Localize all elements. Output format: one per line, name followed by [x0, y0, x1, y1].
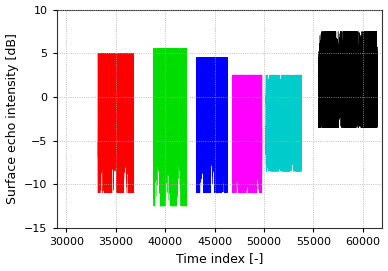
- X-axis label: Time index [-]: Time index [-]: [176, 253, 263, 265]
- Y-axis label: Surface echo intensity [dB]: Surface echo intensity [dB]: [5, 33, 19, 204]
